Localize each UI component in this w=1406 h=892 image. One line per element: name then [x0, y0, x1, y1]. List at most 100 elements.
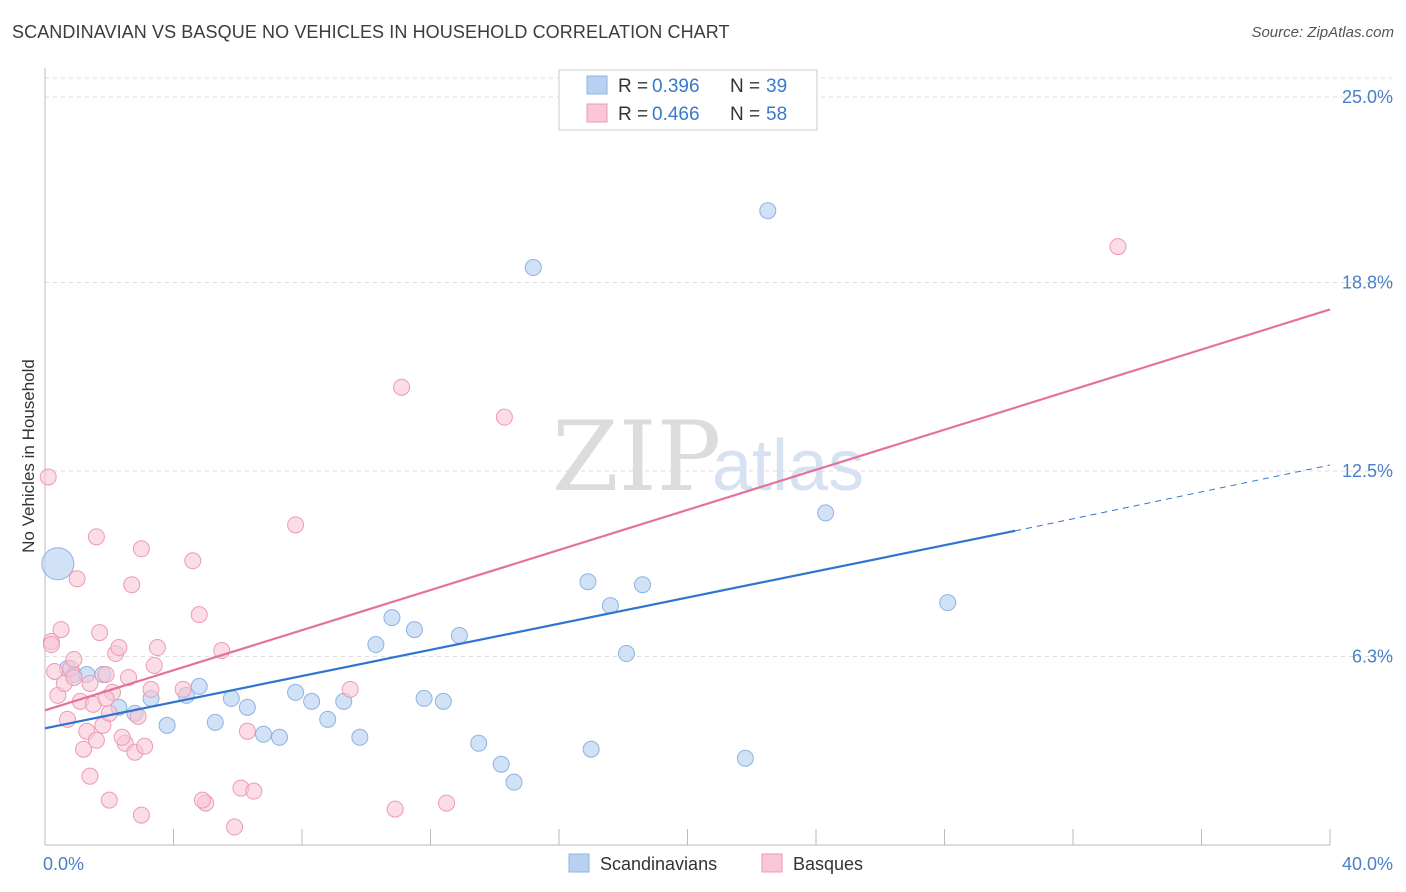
y-axis-title: No Vehicles in Household: [19, 359, 38, 553]
basque-point: [386, 800, 404, 818]
basque-point: [123, 576, 141, 594]
basque-point: [287, 516, 305, 534]
scandinavian-point: [759, 202, 777, 220]
basque-point: [87, 528, 105, 546]
basque-point: [132, 806, 150, 824]
scandinavian-point: [383, 609, 401, 627]
y-tick-label: 25.0%: [1342, 87, 1393, 107]
legend-swatch-basques: [586, 103, 608, 123]
basque-point: [393, 378, 411, 396]
basque-point: [1109, 238, 1127, 256]
bottom-legend-scandinavians: Scandinavians: [600, 854, 717, 874]
tick-labels: 6.3% 12.5% 18.8% 25.0% 0.0% 40.0%: [43, 87, 1393, 874]
basque-point: [52, 621, 70, 639]
scandinavian-point: [492, 755, 510, 773]
scandinavian-point: [190, 677, 208, 695]
basques-points: [39, 238, 1127, 836]
y-tick-label: 6.3%: [1352, 647, 1393, 667]
basque-point: [341, 680, 359, 698]
scandinavian-point: [450, 627, 468, 645]
basque-point: [495, 408, 513, 426]
correlation-legend: R = 0.396 N = 39 R = 0.466 N = 58: [558, 69, 818, 131]
scandinavian-point: [736, 749, 754, 767]
basque-point: [65, 668, 83, 686]
basque-point: [46, 662, 64, 680]
bottom-legend-basques: Basques: [793, 854, 863, 874]
basque-point: [226, 818, 244, 836]
basque-point: [81, 767, 99, 785]
basque-point: [174, 680, 192, 698]
scandinavian-point: [524, 259, 542, 277]
basque-point: [39, 468, 57, 486]
basque-point: [136, 737, 154, 755]
scandinavian-point: [41, 547, 75, 581]
axes: [44, 68, 1331, 846]
scandinavian-point: [158, 716, 176, 734]
legend-n-value-basques: 58: [766, 104, 787, 125]
legend-swatch-scandinavians: [586, 75, 608, 95]
basque-point: [68, 570, 86, 588]
scandinavian-point: [254, 725, 272, 743]
legend-n-label-basques: N =: [730, 104, 760, 125]
scandinavian-point: [634, 576, 652, 594]
basque-point: [97, 665, 115, 683]
gridlines: [45, 77, 1392, 658]
legend-n-label-scandinavians: N =: [730, 76, 760, 97]
basque-point: [132, 540, 150, 558]
basque-point: [110, 639, 128, 657]
basque-point: [42, 636, 60, 654]
basque-point: [148, 639, 166, 657]
scandinavian-point: [319, 710, 337, 728]
scandinavian-point: [303, 692, 321, 710]
basque-point: [238, 722, 256, 740]
bottom-legend-swatch-basques: [761, 853, 783, 873]
scandinavian-point: [222, 689, 240, 707]
basque-point: [245, 782, 263, 800]
basque-point: [145, 656, 163, 674]
scandinavian-point: [415, 689, 433, 707]
legend-r-value-scandinavians: 0.396: [652, 76, 700, 97]
basque-point: [100, 791, 118, 809]
legend-r-value-basques: 0.466: [652, 104, 700, 125]
y-tick-label: 12.5%: [1342, 461, 1393, 481]
basque-point: [87, 731, 105, 749]
scandinavian-point: [505, 773, 523, 791]
scandinavian-point: [579, 573, 597, 591]
chart-title: SCANDINAVIAN VS BASQUE NO VEHICLES IN HO…: [12, 22, 730, 42]
scandinavian-point: [287, 683, 305, 701]
scandinavian-point: [351, 728, 369, 746]
scandinavian-point: [817, 504, 835, 522]
x-tick-label: 40.0%: [1342, 854, 1393, 874]
series-legend: Scandinavians Basques: [568, 853, 863, 874]
source-credit: Source: ZipAtlas.com: [1251, 24, 1394, 41]
basque-point: [113, 728, 131, 746]
scandinavian-point: [206, 713, 224, 731]
scandinavian-point: [617, 645, 635, 663]
basque-point: [142, 680, 160, 698]
watermark-atlas: atlas: [712, 426, 864, 506]
scandinavians-trend-extension: [1015, 464, 1331, 532]
scandinavians-trend-line: [44, 529, 1016, 730]
basque-point: [184, 552, 202, 570]
scandinavian-point: [939, 594, 957, 612]
basque-point: [75, 740, 93, 758]
basque-point: [81, 674, 99, 692]
scandinavian-point: [271, 728, 289, 746]
watermark-zip: ZIP: [552, 401, 721, 513]
y-tick-label: 18.8%: [1342, 273, 1393, 293]
trend-lines: [44, 308, 1331, 730]
basque-point: [193, 791, 211, 809]
scandinavian-point: [434, 692, 452, 710]
basque-point: [65, 650, 83, 668]
basque-point: [190, 606, 208, 624]
legend-r-label-scandinavians: R =: [618, 76, 648, 97]
scandinavian-point: [405, 621, 423, 639]
x-tick-label: 0.0%: [43, 854, 84, 874]
scandinavian-point: [582, 740, 600, 758]
legend-n-value-scandinavians: 39: [766, 76, 787, 97]
scandinavian-point: [238, 698, 256, 716]
basque-point: [91, 624, 109, 642]
scandinavian-point: [367, 636, 385, 654]
basque-point: [438, 794, 456, 812]
